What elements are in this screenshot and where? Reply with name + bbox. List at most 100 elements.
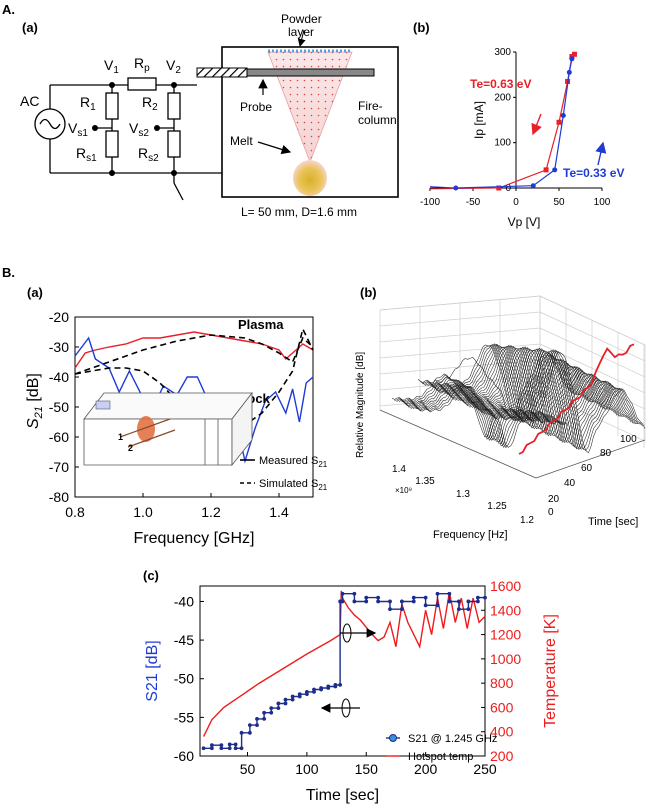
chart-3d-waterfall: Relative Magnitude [dB] ×10⁹ 1.4 1.35 1.3 1.2… xyxy=(355,295,646,541)
waterfall-trace xyxy=(438,346,592,429)
s21-point xyxy=(456,607,461,612)
s21-point xyxy=(447,599,452,604)
s21-point xyxy=(255,717,259,721)
s21-point xyxy=(340,599,345,604)
probe-connector xyxy=(196,67,248,78)
series-tail-red xyxy=(429,187,499,190)
x-tick-label: 0 xyxy=(513,197,519,208)
highlight-trace xyxy=(518,343,635,455)
inset-label-1: 1 xyxy=(118,432,123,442)
s21-point xyxy=(247,730,252,735)
s21-point xyxy=(352,599,357,604)
inset-front xyxy=(83,418,233,466)
probe-label: Probe xyxy=(240,100,272,114)
plot-frame xyxy=(199,585,486,757)
s21-point xyxy=(423,595,428,600)
data-point-red xyxy=(496,185,502,191)
s21-point xyxy=(304,689,309,694)
r2-sub: 2 xyxy=(152,102,158,113)
data-point-red xyxy=(556,119,562,125)
v1-sub: 1 xyxy=(113,65,119,76)
inset-label-2: 2 xyxy=(128,443,133,453)
s21-point xyxy=(376,599,381,604)
inset-port xyxy=(95,400,111,410)
x-tick-label: 1.4 xyxy=(392,464,406,475)
temperature-line xyxy=(202,590,486,737)
svg-text:R1: R1 xyxy=(80,94,96,113)
svg-text:V1: V1 xyxy=(104,57,119,76)
sine-wave-icon xyxy=(39,118,61,130)
panel-bc-label: (c) xyxy=(143,568,159,583)
y-tick-label: 0 xyxy=(548,507,554,518)
s21-point xyxy=(276,706,281,710)
x-exponent: ×10⁹ xyxy=(395,486,412,495)
s21-point xyxy=(338,683,343,687)
y-right-tick-label: 600 xyxy=(490,699,514,715)
resistor-r2 xyxy=(167,92,181,120)
x-tick-label: 1.4 xyxy=(269,504,289,520)
gridline xyxy=(539,311,646,362)
s21-point xyxy=(435,603,440,608)
y-tick-label: 0 xyxy=(505,183,511,194)
svg-text:Rs1: Rs1 xyxy=(76,145,97,164)
melt-label: Melt xyxy=(230,134,253,148)
legend-s21-marker xyxy=(389,734,397,742)
s21-point xyxy=(364,599,369,604)
s21-point xyxy=(312,687,316,692)
s21-point xyxy=(333,683,338,687)
svg-text:Rs2: Rs2 xyxy=(138,145,159,164)
ac-label: AC xyxy=(20,93,39,109)
s21-point xyxy=(209,743,214,748)
y-axis-title: S21 [dB] xyxy=(25,373,45,429)
vs2-label: V xyxy=(129,120,139,136)
y-tick-label: -20 xyxy=(49,309,69,325)
svg-text:Vs1: Vs1 xyxy=(68,120,88,139)
data-point-red xyxy=(543,167,549,173)
waterfall-trace xyxy=(483,350,636,450)
s21-point xyxy=(276,701,281,706)
inset-probe-2 xyxy=(127,429,176,448)
section-b-label: B. xyxy=(2,265,15,280)
y-tick-label: 100 xyxy=(620,434,637,445)
x-tick-label: 1.2 xyxy=(201,504,221,520)
rs1-sub: s1 xyxy=(86,153,97,164)
layer-label: layer xyxy=(288,25,314,39)
inset-hotspot xyxy=(137,416,155,442)
chamber-diagram: Powder layer Probe Fire- column Melt L= … xyxy=(196,12,399,219)
s21-point xyxy=(435,591,440,596)
x-axis-3d xyxy=(379,409,537,479)
r2-label: R xyxy=(142,94,152,110)
rp-label: R xyxy=(134,55,144,71)
circuit-nodes xyxy=(92,82,177,176)
s21-point xyxy=(290,697,295,702)
waterfall-trace xyxy=(434,345,587,426)
chart-s21-temperature: 50 100 150 200 250-40-45-50-55-60 20040060080… xyxy=(144,578,559,804)
s21-point xyxy=(456,599,461,604)
s21-point xyxy=(262,717,267,721)
panel-ab-label: (b) xyxy=(413,20,430,35)
y-tick-label: 80 xyxy=(600,448,612,459)
axes-box xyxy=(379,295,646,448)
x-tick-label: 1.3 xyxy=(456,489,470,500)
y-tick-label: 200 xyxy=(494,92,511,103)
arrow-blue xyxy=(595,141,607,166)
melt-pool xyxy=(293,160,327,196)
y-tick-label: 40 xyxy=(564,478,576,489)
gridline xyxy=(539,327,646,378)
x-tick-label: 200 xyxy=(414,761,438,777)
chart-s21-frequency: -20 -30 -40 -50 -60 -70 -800.8 1.0 1.2 1.4 Frequen… xyxy=(25,309,328,547)
chart-iv: -100 -50 0 50 100 0 100 200 300 Vp [V] Ip [mA] Te=0… xyxy=(420,47,625,229)
x-tick-label: 250 xyxy=(473,761,497,777)
resistor-rs1 xyxy=(105,130,119,158)
y-right-tick-label: 400 xyxy=(490,724,514,740)
s21-point xyxy=(255,723,259,727)
series-tail-blue xyxy=(429,186,456,189)
s21-point xyxy=(262,710,267,715)
panel-ba-label: (a) xyxy=(27,285,43,300)
panel-a-label: (a) xyxy=(22,20,38,35)
x-axis-title: Time [sec] xyxy=(306,787,379,804)
waterfall-trace xyxy=(431,344,585,424)
s21-point xyxy=(475,599,480,604)
s21-point xyxy=(319,686,324,690)
y-left-tick-label: -50 xyxy=(174,671,194,687)
